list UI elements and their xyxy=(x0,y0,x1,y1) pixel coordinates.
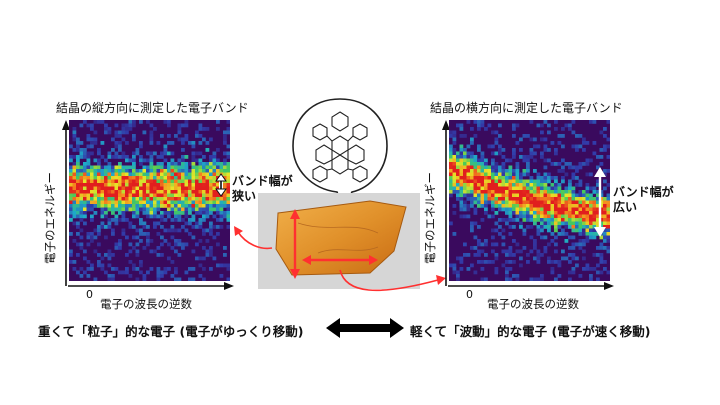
left-bandwidth-arrow xyxy=(215,173,227,197)
left-panel-title: 結晶の縦方向に測定した電子バンド xyxy=(56,101,249,115)
right-y-axis xyxy=(442,120,450,286)
crystal-photo xyxy=(258,193,420,289)
right-band-annotation-line2: 広い xyxy=(613,200,638,214)
right-connector-arrow xyxy=(339,269,446,292)
right-x-axis xyxy=(448,282,614,290)
double-arrow xyxy=(326,318,404,338)
left-x-axis-label: 電子の波長の逆数 xyxy=(100,297,192,311)
heavy-electron-caption: 重くて「粒子」的な電子 (電子がゆっくり移動) xyxy=(38,324,304,339)
right-band-annotation: バンド幅が 広い xyxy=(613,185,674,215)
right-x-zero-label: 0 xyxy=(466,288,473,301)
light-electron-caption: 軽くて「波動」的な電子 (電子が速く移動) xyxy=(410,324,651,339)
left-y-axis-label: 電子のエネルギー xyxy=(43,172,57,264)
left-x-axis xyxy=(68,282,234,290)
left-y-axis xyxy=(62,120,70,286)
left-band-annotation-line2: 狭い xyxy=(232,189,257,203)
right-panel-title: 結晶の横方向に測定した電子バンド xyxy=(430,101,623,115)
molecule-structure xyxy=(312,111,368,183)
left-band-map xyxy=(69,120,230,281)
right-bandwidth-arrow xyxy=(594,167,606,237)
left-connector-arrow xyxy=(234,226,273,250)
right-band-annotation-line1: バンド幅が xyxy=(613,185,674,199)
right-y-axis-label: 電子のエネルギー xyxy=(423,172,437,264)
left-band-annotation-line1: バンド幅が xyxy=(232,174,293,188)
right-band-map xyxy=(449,120,610,281)
left-band-annotation: バンド幅が 狭い xyxy=(232,174,293,204)
right-x-axis-label: 電子の波長の逆数 xyxy=(487,297,579,311)
left-x-zero-label: 0 xyxy=(86,288,93,301)
